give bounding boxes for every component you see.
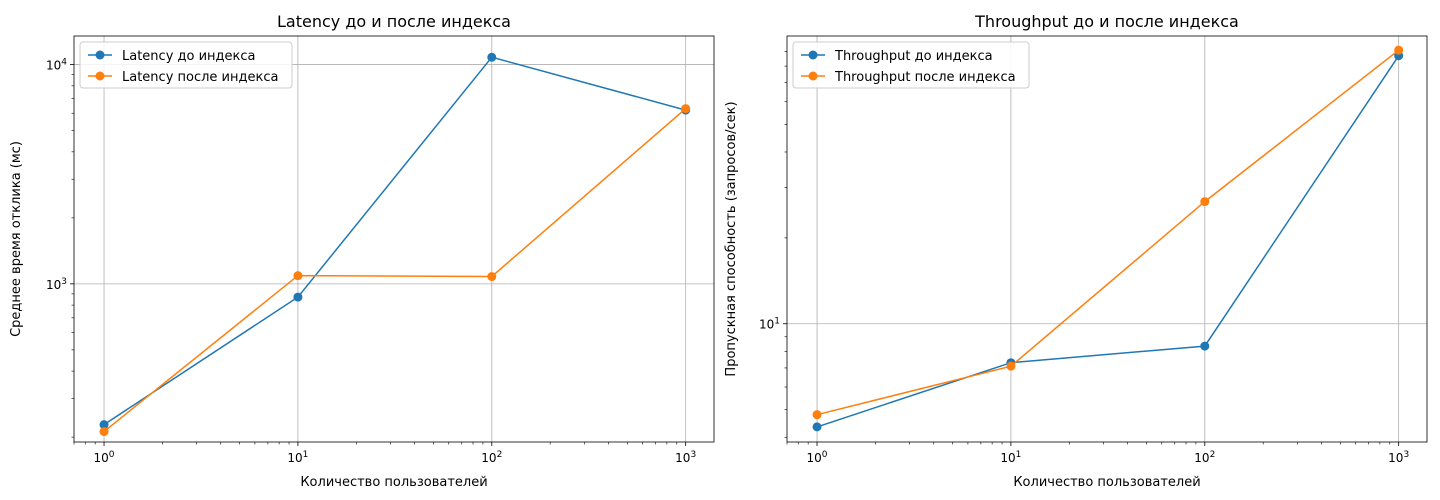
x-tick-label: 102 xyxy=(481,450,502,465)
series-line-before xyxy=(103,56,686,426)
x-tick-label: 100 xyxy=(807,450,828,465)
data-point xyxy=(1200,197,1210,207)
plot-frame xyxy=(786,35,1428,443)
y-tick-label: 101 xyxy=(759,317,780,332)
legend-entry: Latency до индекса xyxy=(122,49,256,64)
data-point xyxy=(487,52,497,62)
data-point xyxy=(812,422,822,432)
chart-title: Latency до и после индекса xyxy=(277,12,511,31)
x-tick-label: 103 xyxy=(1388,450,1409,465)
series-line-after xyxy=(816,49,1400,416)
legend-swatch-marker xyxy=(808,50,818,60)
data-point xyxy=(1006,361,1016,371)
x-tick-label: 102 xyxy=(1194,450,1215,465)
y-tick-label: 104 xyxy=(46,58,67,73)
data-point xyxy=(99,427,109,437)
legend-box xyxy=(79,41,293,89)
chart-latency: 100 101 102 103 103 104 Latency до и после инд… xyxy=(9,12,715,490)
x-tick-label: 101 xyxy=(1000,450,1021,465)
data-point xyxy=(812,410,822,420)
legend-entry: Throughput после индекса xyxy=(834,70,1016,85)
data-point xyxy=(293,292,303,302)
legend-swatch-marker xyxy=(95,50,105,60)
x-axis-label: Количество пользователей xyxy=(1013,475,1200,490)
x-tick-label: 100 xyxy=(94,450,115,465)
y-tick-label: 103 xyxy=(46,277,67,292)
legend: Latency до индекса Latency после индекса xyxy=(79,41,293,89)
data-point xyxy=(293,271,303,281)
data-point xyxy=(487,272,497,282)
legend-entry: Throughput до индекса xyxy=(834,49,993,64)
chart-throughput: 100 101 102 103 101 Throughput до и после инд… xyxy=(724,12,1428,490)
y-axis-label: Среднее время отклика (мс) xyxy=(9,141,24,337)
legend-box xyxy=(792,41,1030,89)
x-axis-label: Количество пользователей xyxy=(300,475,487,490)
legend-swatch-marker xyxy=(808,71,818,81)
x-tick-label: 103 xyxy=(675,450,696,465)
legend-swatch-marker xyxy=(95,71,105,81)
data-point xyxy=(1200,341,1210,351)
series-line-before xyxy=(816,55,1400,428)
chart-title: Throughput до и после индекса xyxy=(974,12,1239,31)
data-point xyxy=(99,420,109,430)
data-point xyxy=(681,104,691,114)
series-line-after xyxy=(103,108,687,433)
data-point xyxy=(1394,45,1404,55)
plot-frame xyxy=(73,35,715,443)
legend-entry: Latency после индекса xyxy=(122,70,278,85)
legend: Throughput до индекса Throughput после ин… xyxy=(792,41,1030,89)
x-tick-label: 101 xyxy=(287,450,308,465)
y-axis-label: Пропускная способность (запросов/сек) xyxy=(724,101,739,376)
